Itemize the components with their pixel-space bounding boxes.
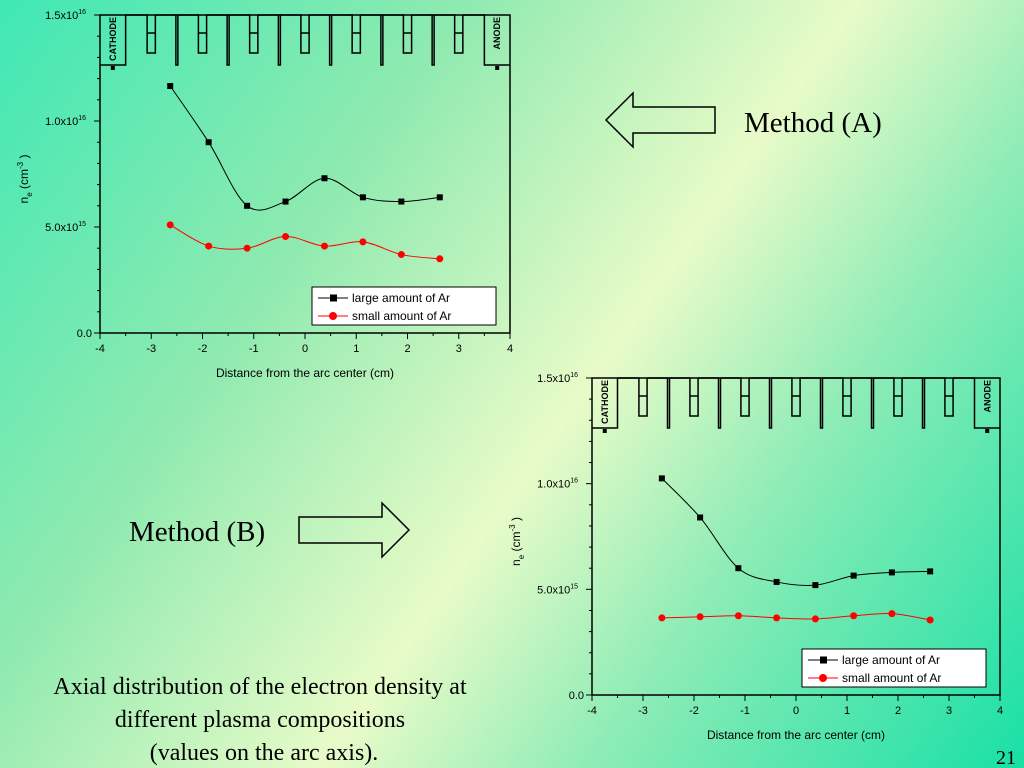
chart-a-x-tick-label: -1 [249,343,259,355]
chart-b-legend-label-1: small amount of Ar [842,671,941,685]
chart-a-y-tick-label: 1.5x1016 [45,9,86,22]
chart-a-legend-box [311,286,497,326]
chart-b-series-1-point [850,612,858,620]
chart-b-electrode-marker [602,429,607,433]
chart-a-anode-label: ANODE [492,17,502,50]
chart-b-series-0-point [850,572,857,579]
chart-a-x-tick-label: 3 [456,343,462,355]
chart-a-electrode-marker [495,66,500,70]
chart-b-series-0-point [735,565,742,572]
chart-b-x-tick-label: -3 [638,705,648,717]
caption-line-2: different plasma compositions [115,707,405,733]
caption-line-1: Axial distribution of the electron densi… [53,674,467,700]
chart-b-legend-label-0: large amount of Ar [842,653,940,667]
chart-b-series-0-point [658,475,665,482]
chart-b-y-axis-label: ne (cm-3 ) [508,517,526,566]
chart-a-legend-label-1: small amount of Ar [352,309,451,323]
chart-a-legend-marker-1 [329,312,337,320]
chart-a-series-1-point [282,233,290,241]
chart-b-series-1-point [696,613,704,621]
chart-b-legend-marker-1 [819,674,827,682]
chart-b-x-tick-label: -1 [740,705,750,717]
chart-b-y-tick-label: 1.5x1016 [537,372,578,385]
chart-a-series-0-point [282,198,289,205]
chart-a-x-tick-label: 1 [353,343,359,355]
chart-a-plot-frame [99,14,511,334]
chart-a-series-1-point [205,242,213,250]
chart-b-legend-marker-0 [820,656,827,664]
chart-b-x-axis-label: Distance from the arc center (cm) [707,728,885,742]
chart-a-cathode-label: CATHODE [108,17,118,61]
chart-b-x-tick-label: 1 [844,705,850,717]
chart-b-electrode-marker [985,429,990,433]
caption-line-3: (values on the arc axis). [150,740,379,766]
chart-b-x-tick-label: 2 [895,705,901,717]
chart-a-series-0-line [169,85,440,211]
chart-a-y-tick-label: 0.0 [77,328,92,340]
chart-a-y-tick-label: 5.0x1015 [45,221,86,234]
chart-b-series-0-point [812,582,819,589]
chart-b-y-tick-label: 1.0x1016 [537,478,578,491]
chart-b-x-tick-label: 0 [793,705,799,717]
page-number: 21 [996,747,1016,768]
chart-a-x-tick-label: 0 [302,343,308,355]
chart-a-series-0-point [436,194,443,201]
chart-b-series-1-point [811,615,819,623]
chart-a-x-tick-label: 2 [404,343,410,355]
chart-b-series-1-point [658,614,666,622]
chart-a-series-1-point [436,255,444,263]
chart-b-electrode-strip [592,377,1000,429]
chart-a-electrode-strip [100,14,510,66]
chart-b-series-1-point [773,614,781,622]
chart-b-series-0-point [773,578,780,585]
method-b-label: Method (B) [129,516,265,548]
chart-a-legend-marker-0 [330,294,337,302]
chart-a-series-0-point [167,83,174,90]
chart-a-series-1-point [243,244,251,252]
chart-a-electrode-marker [110,66,115,70]
chart-b-x-tick-label: -4 [587,705,597,717]
chart-b-plot-frame [591,377,1001,696]
chart-b-series-1-point [888,610,896,618]
arrow-left-icon [604,91,716,149]
chart-method-b: -4 -3 -2 -1 0 1 2 3 4 0.0 5.0x1015 1.0x1016 1.5x1016… [508,372,1003,742]
chart-a-series-0-point [205,139,212,146]
chart-method-a: -4 -3 -2 -1 0 1 2 3 4 0.0 5.0x1015 1.0x1016 1.5x1016… [16,9,513,380]
chart-a-y-axis-label: ne (cm-3 ) [16,155,34,204]
chart-b-series-0-point [697,514,704,521]
chart-b-series-0-point [888,569,895,576]
chart-b-cathode-label: CATHODE [600,380,610,424]
chart-b-y-tick-label: 0.0 [569,690,584,702]
chart-a-series-1-point [359,238,367,246]
chart-a-x-axis-label: Distance from the arc center (cm) [216,366,394,380]
chart-a-x-tick-label: 4 [507,343,513,355]
chart-a-x-tick-label: -4 [95,343,105,355]
arrow-right-icon [298,501,411,559]
chart-a-series-1-point [166,221,174,229]
chart-b-x-tick-label: -2 [689,705,699,717]
chart-a-series-0-point [398,198,405,205]
chart-b-series-0-line [661,478,931,586]
chart-a-series-1-point [320,242,328,250]
chart-b-anode-label: ANODE [982,380,992,413]
chart-a-series-1-point [397,251,405,259]
chart-b-x-tick-label: 4 [997,705,1003,717]
chart-b-y-tick-label: 5.0x1015 [537,583,578,596]
chart-b-legend-box [801,648,987,688]
chart-a-series-0-point [244,202,251,209]
chart-a-series-0-point [359,194,366,201]
chart-a-x-tick-label: -3 [146,343,156,355]
chart-b-series-1-point [734,612,742,620]
chart-b-series-0-point [927,568,934,575]
chart-a-y-tick-label: 1.0x1016 [45,115,86,128]
chart-a-series-0-point [321,175,328,182]
method-a-label: Method (A) [744,107,882,139]
chart-a-legend-label-0: large amount of Ar [352,291,450,305]
chart-b-x-tick-label: 3 [946,705,952,717]
chart-b-series-1-point [926,616,934,624]
chart-a-x-tick-label: -2 [198,343,208,355]
